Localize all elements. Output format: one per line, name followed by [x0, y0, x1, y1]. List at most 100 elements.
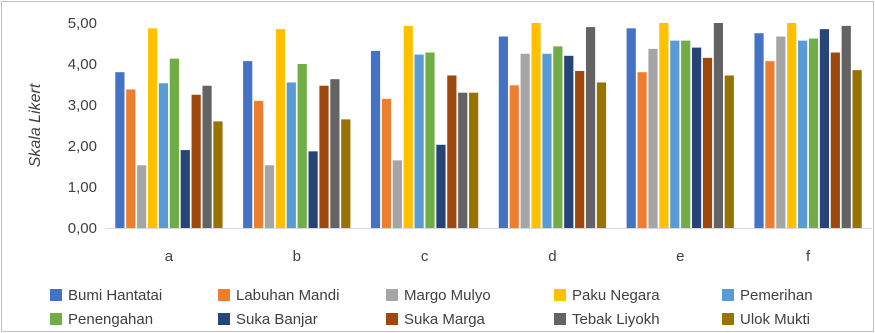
y-tick-label: 3,00 [68, 97, 97, 114]
legend-label: Margo Mulyo [404, 286, 491, 304]
bar-f-ulok-mukti [852, 70, 862, 229]
bar-e-paku-negara [659, 23, 669, 228]
legend-item: Ulok Mukti [722, 310, 875, 328]
bar-e-pemerihan [670, 40, 680, 228]
y-axis-label: Skala Likert [27, 83, 44, 167]
bar-a-bumi-hantatai [115, 72, 125, 228]
bar-d-margo-mulyo [520, 53, 530, 228]
bar-c-tebak-liyokh [458, 92, 468, 228]
y-tick-label: 5,00 [68, 15, 97, 32]
x-tick-label: e [676, 248, 684, 265]
legend: Bumi Hantatai Labuhan Mandi Margo Mulyo Pak… [50, 286, 850, 328]
legend-label: Labuhan Mandi [236, 286, 340, 304]
bar-d-pemerihan [542, 53, 552, 228]
bar-a-suka-banjar [180, 150, 190, 228]
legend-swatch [50, 289, 62, 301]
x-tick-label: b [293, 248, 301, 265]
bar-b-margo-mulyo [264, 165, 275, 228]
y-tick-label: 2,00 [68, 138, 97, 155]
legend-swatch [722, 313, 734, 325]
bar-c-labuhan-mandi [381, 98, 392, 228]
legend-label: Tebak Liyokh [572, 310, 660, 328]
legend-label: Suka Banjar [236, 310, 318, 328]
bar-c-penengahan [425, 52, 435, 228]
legend-swatch [218, 289, 230, 301]
bar-b-paku-negara [275, 29, 285, 229]
y-tick-label: 1,00 [68, 179, 97, 196]
bar-d-paku-negara [531, 23, 541, 228]
bar-a-tebak-liyokh [202, 85, 212, 228]
bar-d-ulok-mukti [596, 82, 607, 228]
bar-e-tebak-liyokh [713, 23, 723, 228]
legend-label: Pemerihan [740, 286, 813, 304]
bar-c-ulok-mukti [469, 92, 479, 228]
bar-b-labuhan-mandi [254, 100, 264, 228]
legend-swatch [218, 313, 230, 325]
y-tick-label: 4,00 [68, 56, 97, 73]
legend-item: Pemerihan [722, 286, 875, 304]
bar-d-labuhan-mandi [509, 85, 519, 228]
bar-e-bumi-hantatai [626, 28, 636, 228]
bar-c-margo-mulyo [392, 160, 402, 228]
bar-c-pemerihan [414, 54, 424, 228]
legend-item: Penengahan [50, 310, 218, 328]
bar-a-labuhan-mandi [126, 89, 136, 228]
bar-f-margo-mulyo [776, 36, 786, 228]
bar-e-labuhan-mandi [637, 72, 647, 228]
bar-f-pemerihan [798, 40, 808, 228]
legend-item: Suka Marga [386, 310, 554, 328]
legend-item: Margo Mulyo [386, 286, 554, 304]
bar-e-ulok-mukti [724, 75, 734, 228]
bar-c-suka-banjar [436, 144, 446, 228]
x-tick-label: a [165, 248, 174, 265]
bar-f-suka-banjar [819, 29, 830, 229]
bar-d-penengahan [553, 46, 563, 229]
bar-b-ulok-mukti [341, 119, 351, 228]
legend-swatch [554, 289, 566, 301]
bar-d-suka-banjar [564, 55, 574, 228]
legend-label: Paku Negara [572, 286, 660, 304]
legend-label: Ulok Mukti [740, 310, 811, 328]
bar-d-suka-marga [575, 70, 585, 228]
bar-a-pemerihan [158, 83, 169, 229]
x-tick-label: f [806, 248, 811, 265]
y-tick-label: 0,00 [68, 220, 97, 237]
bar-c-suka-marga [447, 75, 457, 228]
bar-f-penengahan [808, 38, 819, 228]
legend-item: Paku Negara [554, 286, 722, 304]
bar-b-tebak-liyokh [330, 79, 340, 228]
x-tick-label: c [421, 248, 429, 265]
bar-a-penengahan [169, 58, 179, 228]
bar-c-paku-negara [403, 25, 413, 229]
bar-c-bumi-hantatai [370, 50, 381, 228]
bar-b-bumi-hantatai [243, 61, 253, 228]
x-axis-ticks: a b c d e f [165, 248, 811, 265]
bars [115, 23, 862, 229]
legend-item: Labuhan Mandi [218, 286, 386, 304]
legend-label: Suka Marga [404, 310, 485, 328]
legend-swatch [722, 289, 734, 301]
bar-e-margo-mulyo [648, 48, 658, 228]
bar-a-margo-mulyo [137, 165, 147, 228]
x-tick-label: d [548, 248, 556, 265]
bar-b-penengahan [297, 64, 307, 228]
bar-e-suka-banjar [692, 47, 702, 228]
legend-swatch [386, 313, 398, 325]
bar-d-tebak-liyokh [585, 27, 596, 228]
bar-a-ulok-mukti [213, 121, 223, 228]
bar-a-suka-marga [191, 94, 201, 228]
bar-d-bumi-hantatai [498, 36, 508, 228]
legend-label: Bumi Hantatai [68, 286, 163, 304]
bar-f-paku-negara [787, 23, 797, 228]
bar-f-labuhan-mandi [765, 61, 775, 228]
bar-b-pemerihan [286, 82, 296, 228]
bar-b-suka-banjar [308, 151, 318, 228]
bar-f-tebak-liyokh [841, 25, 851, 229]
y-axis-ticks: 0,00 1,00 2,00 3,00 4,00 5,00 [68, 15, 97, 237]
y-axis-title: Skala Likert [27, 83, 44, 167]
legend-swatch [386, 289, 398, 301]
legend-item: Tebak Liyokh [554, 310, 722, 328]
bar-f-suka-marga [830, 52, 840, 228]
legend-label: Penengahan [68, 310, 154, 328]
